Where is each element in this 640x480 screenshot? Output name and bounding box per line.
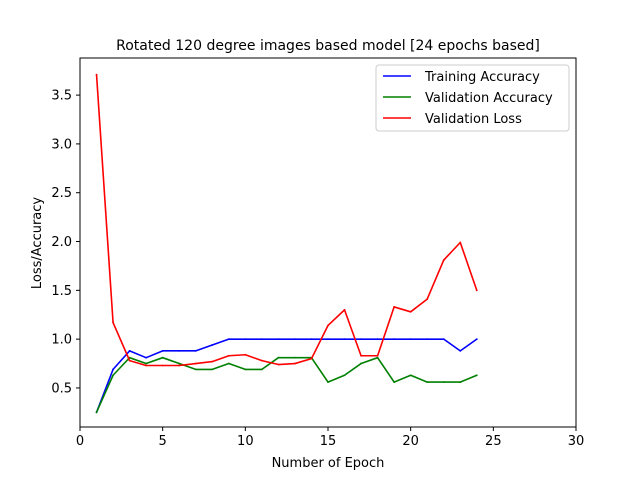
data-point-validation-accuracy [178,362,181,365]
data-point-training-accuracy [112,368,114,371]
data-point-validation-loss [426,298,429,301]
data-point-validation-loss [442,259,445,261]
chart-title: Rotated 120 degree images based model [2… [116,38,540,54]
data-point-training-accuracy [128,349,131,352]
x-tick-label: 5 [159,434,167,449]
data-point-validation-accuracy [376,356,379,359]
data-point-training-accuracy [426,338,429,341]
data-point-validation-loss [459,241,462,244]
data-point-training-accuracy [178,349,181,352]
data-point-validation-loss [393,306,396,308]
series-line-validation-loss [95,74,478,367]
data-point-training-accuracy [277,338,280,341]
x-tick-label: 15 [320,434,337,449]
data-point-validation-loss [376,354,379,357]
data-point-validation-accuracy [211,368,214,371]
data-point-validation-accuracy [426,381,429,383]
data-point-validation-loss [343,308,346,311]
x-tick-label: 30 [568,434,585,449]
x-tick-label: 25 [485,434,502,449]
y-axis: 0.5 1.0 1.5 2.0 2.5 3.0 3.5 [51,89,80,396]
data-point-training-accuracy [475,338,478,341]
y-tick-label: 1.0 [51,333,72,348]
data-point-training-accuracy [360,338,362,341]
data-point-validation-accuracy [244,368,247,371]
x-tick-label: 10 [237,434,254,449]
data-point-validation-loss [294,362,296,365]
data-point-training-accuracy [327,338,329,341]
data-point-validation-accuracy [95,411,98,414]
y-tick-label: 2.5 [51,186,72,201]
data-point-training-accuracy [161,349,164,352]
data-point-validation-loss [128,359,131,362]
x-tick-label: 0 [76,434,84,449]
data-point-validation-loss [95,73,98,76]
data-point-validation-loss [310,357,313,360]
data-point-validation-loss [244,353,247,356]
data-point-validation-accuracy [161,356,164,359]
legend-label-validation-accuracy: Validation Accuracy [425,91,553,106]
data-point-training-accuracy [294,338,296,341]
data-point-training-accuracy [310,338,313,341]
data-point-validation-loss [260,359,263,362]
data-point-validation-loss [211,360,214,363]
data-point-validation-accuracy [343,374,346,377]
data-point-validation-loss [161,364,164,367]
data-point-validation-loss [327,324,329,327]
data-point-validation-accuracy [442,381,445,383]
data-point-validation-loss [475,289,478,292]
data-point-validation-loss [409,310,412,313]
data-point-validation-accuracy [409,374,412,377]
data-point-training-accuracy [442,338,445,341]
data-point-validation-accuracy [393,381,396,383]
y-tick-label: 0.5 [51,381,72,396]
data-point-training-accuracy [244,338,247,341]
data-point-validation-loss [360,354,362,357]
x-axis: 0 5 10 15 20 25 30 [76,427,584,449]
legend: Training Accuracy Validation Accuracy Vali… [375,64,570,132]
y-axis-label: Loss/Accuracy [30,197,45,290]
legend-label-validation-loss: Validation Loss [425,112,522,127]
data-point-validation-loss [277,363,280,366]
data-point-validation-loss [145,364,148,367]
y-tick-label: 2.0 [51,235,72,250]
data-point-validation-accuracy [360,362,362,365]
data-point-validation-accuracy [194,368,197,371]
x-axis-label: Number of Epoch [272,456,385,471]
y-tick-label: 3.0 [51,137,72,152]
data-point-training-accuracy [393,338,396,341]
data-point-training-accuracy [343,338,346,341]
data-point-training-accuracy [145,356,148,359]
y-tick-label: 1.5 [51,284,72,299]
data-point-training-accuracy [409,338,412,341]
x-tick-label: 20 [402,434,419,449]
data-point-validation-accuracy [112,374,114,377]
data-point-validation-loss [194,362,197,365]
data-point-training-accuracy [211,344,214,346]
data-point-validation-accuracy [459,381,462,383]
series-line-training-accuracy [95,338,478,413]
data-point-training-accuracy [194,349,197,352]
data-point-validation-loss [178,364,181,367]
series-layer [95,73,478,414]
data-point-validation-accuracy [145,362,148,365]
y-tick-label: 3.5 [51,89,72,104]
data-point-validation-loss [112,321,114,324]
legend-label-training-accuracy: Training Accuracy [424,70,540,85]
data-point-training-accuracy [260,338,263,341]
data-point-validation-accuracy [327,381,329,383]
data-point-training-accuracy [376,338,379,341]
data-point-training-accuracy [459,349,462,352]
data-point-validation-accuracy [227,362,230,365]
data-point-validation-accuracy [260,368,263,371]
data-point-training-accuracy [227,338,230,341]
series-line-validation-accuracy [95,356,478,413]
legend-box [375,64,570,132]
data-point-validation-accuracy [277,356,280,359]
data-point-validation-loss [227,354,230,357]
data-point-validation-accuracy [475,374,478,377]
data-point-validation-accuracy [294,356,296,359]
